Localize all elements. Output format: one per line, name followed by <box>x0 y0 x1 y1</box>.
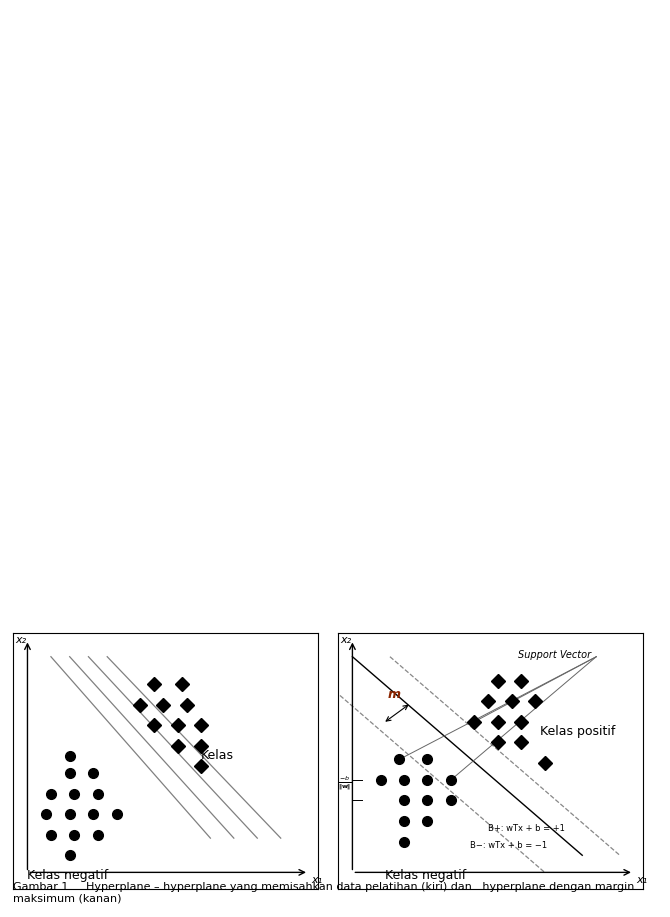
Text: B−: wTx + b = −1: B−: wTx + b = −1 <box>470 842 547 850</box>
Text: B+: wTx + b = +1: B+: wTx + b = +1 <box>488 824 565 834</box>
Text: Support Vector: Support Vector <box>519 650 592 660</box>
Text: x₂: x₂ <box>341 635 352 645</box>
Text: x₁: x₁ <box>636 875 647 885</box>
Text: x₁: x₁ <box>311 875 322 885</box>
Text: $\frac{-b}{\|{\bf w}\|}$: $\frac{-b}{\|{\bf w}\|}$ <box>338 775 352 793</box>
Text: Kelas negatif: Kelas negatif <box>385 869 466 882</box>
Text: m: m <box>387 688 401 701</box>
Text: Kelas: Kelas <box>201 749 234 762</box>
Text: x₂: x₂ <box>16 635 27 645</box>
Text: Kelas negatif: Kelas negatif <box>27 869 109 882</box>
Text: Kelas positif: Kelas positif <box>540 725 615 738</box>
Text: Gambar 1.    Hyperplane – hyperplane yang memisahkan data pelatihan (kiri) dan  : Gambar 1. Hyperplane – hyperplane yang m… <box>13 881 634 903</box>
